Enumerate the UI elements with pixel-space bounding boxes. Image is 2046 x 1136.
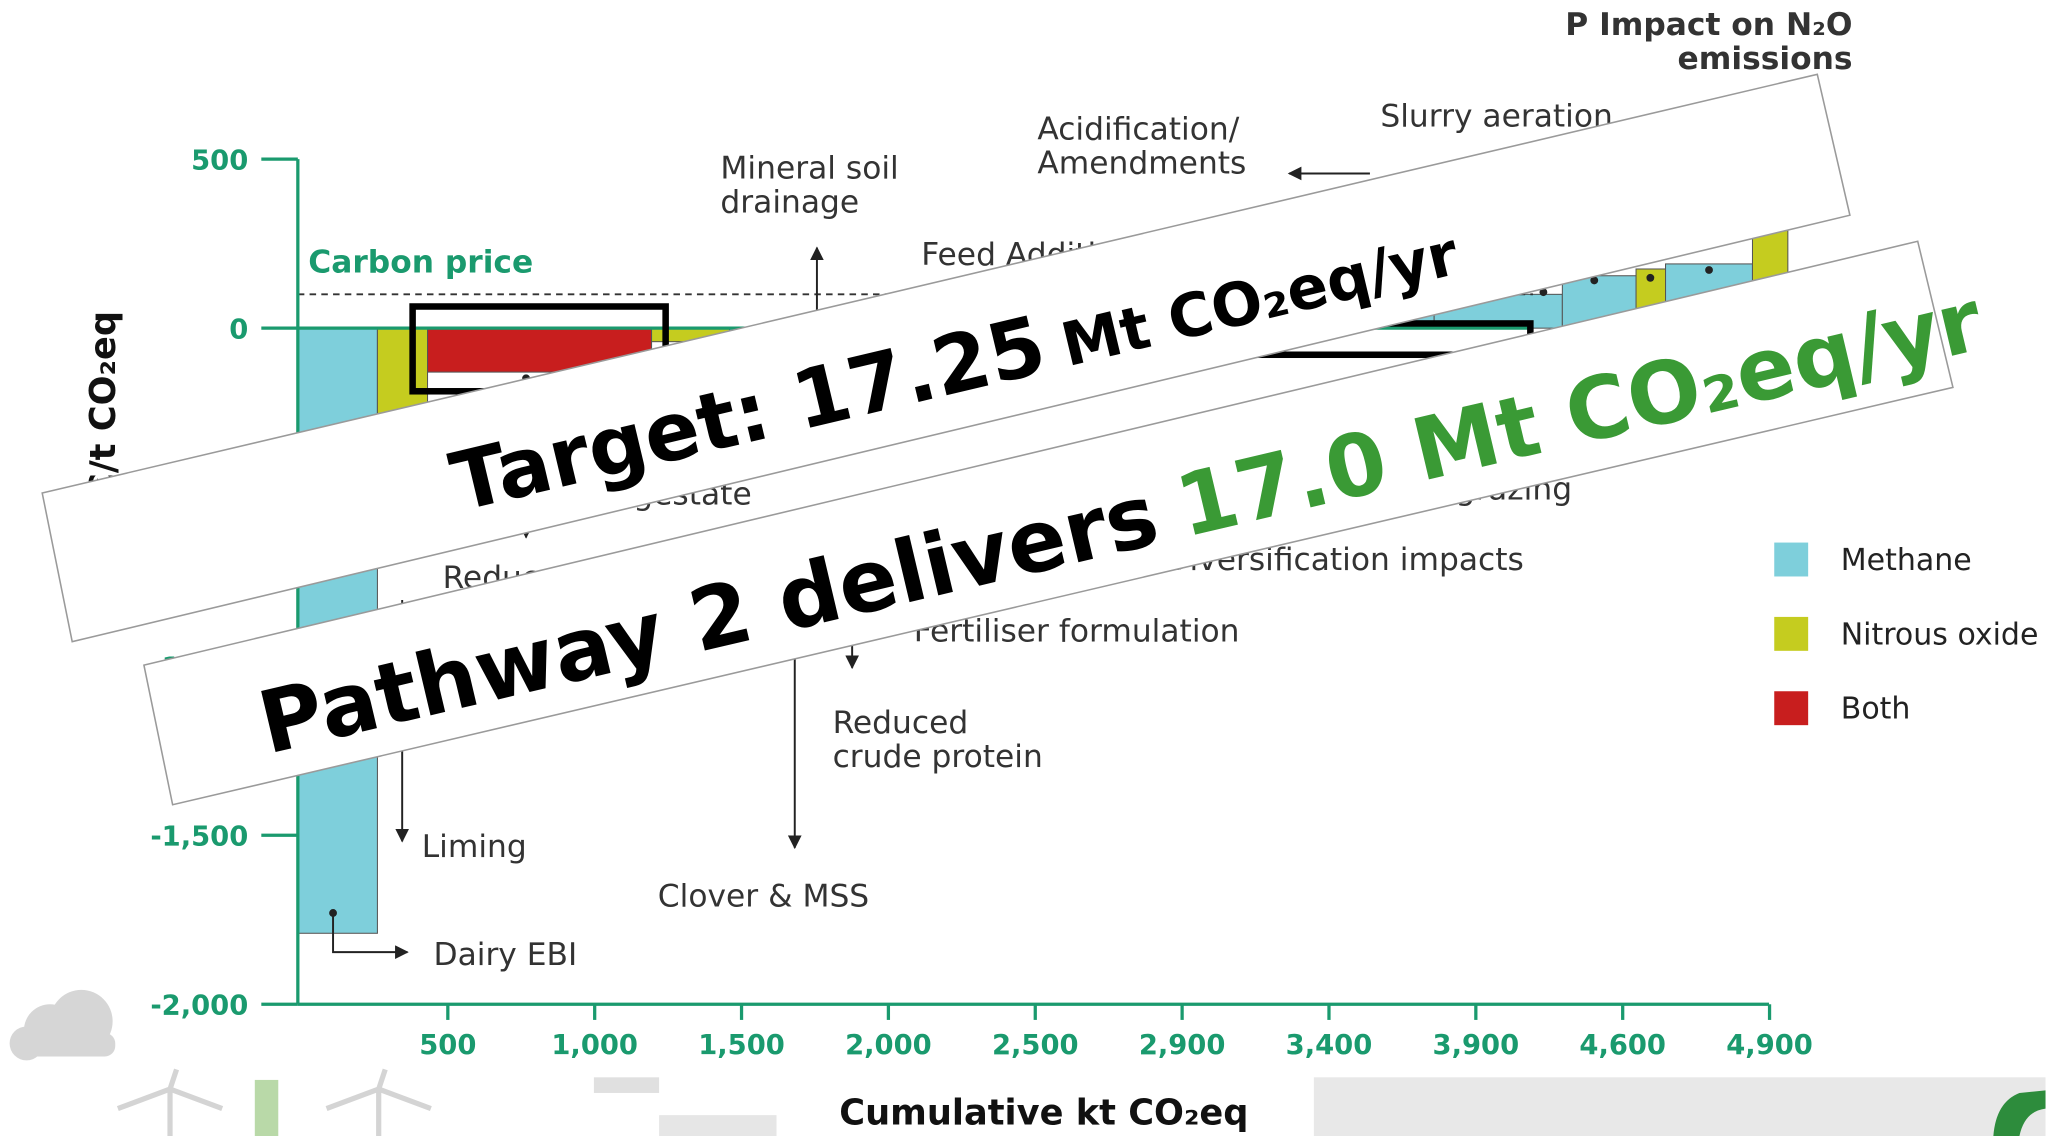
x-tick-label: 2,900: [1139, 1030, 1226, 1061]
annotation: Fertiliser formulation: [914, 614, 1240, 650]
bar: [376, 327, 429, 417]
legend-label: Methane: [1841, 543, 1972, 578]
annotation: emissions: [1678, 41, 1853, 77]
annotation: crude protein: [833, 739, 1043, 775]
x-tick-label: 2,000: [845, 1030, 932, 1061]
annotation: Mineral soil: [720, 151, 898, 187]
annotation: Slurry aeration: [1380, 99, 1612, 135]
y-tick-label: 0: [229, 315, 248, 346]
annotation: P Impact on N₂O: [1565, 7, 1852, 43]
annotation-dot: [1539, 288, 1548, 297]
target-banner: [41, 73, 1851, 643]
legend-swatch: [1774, 616, 1809, 651]
annotation: Amendments: [1037, 145, 1246, 181]
x-tick-label: 4,600: [1579, 1030, 1666, 1061]
x-tick-label: 3,400: [1286, 1030, 1373, 1061]
annotation: Clover & MSS: [658, 878, 869, 914]
annotation-dot: [329, 909, 337, 917]
legend-swatch: [1774, 691, 1809, 726]
annotation-dot: [1590, 276, 1599, 285]
x-axis-title: Cumulative kt CO₂eq: [839, 1092, 1248, 1133]
legend-swatch: [1774, 542, 1809, 577]
x-tick-label: 500: [419, 1030, 476, 1061]
carbon-price-label: Carbon price: [308, 245, 533, 281]
banners: Target: 17.25Mt CO₂eq/yr Pathway 2 deliv…: [41, 73, 1992, 806]
annotation-arrow: [332, 912, 409, 959]
legend-label: Both: [1841, 692, 1911, 727]
annotation: Acidification/: [1037, 112, 1239, 148]
y-tick-label: -1,500: [150, 822, 248, 853]
x-tick-label: 4,900: [1726, 1030, 1813, 1061]
x-tick-label: 3,900: [1433, 1030, 1520, 1061]
pathway-banner: [143, 240, 1954, 806]
legend-label: Nitrous oxide: [1841, 617, 2039, 652]
annotation-dot: [1646, 273, 1655, 282]
y-axis-title: €/t CO₂eq: [83, 311, 124, 499]
annotation: drainage: [720, 185, 859, 221]
y-tick-label: 500: [191, 146, 248, 177]
x-tick-label: 1,000: [551, 1030, 638, 1061]
annotation: Reduced: [833, 705, 969, 741]
x-tick-label: 2,500: [992, 1030, 1079, 1061]
x-tick-label: 1,500: [698, 1030, 785, 1061]
annotation: Liming: [422, 829, 527, 865]
y-tick-label: -2,000: [150, 991, 248, 1022]
annotation-dot: [1705, 266, 1713, 274]
decoration: [9, 989, 2046, 1136]
annotation: Dairy EBI: [433, 937, 577, 973]
